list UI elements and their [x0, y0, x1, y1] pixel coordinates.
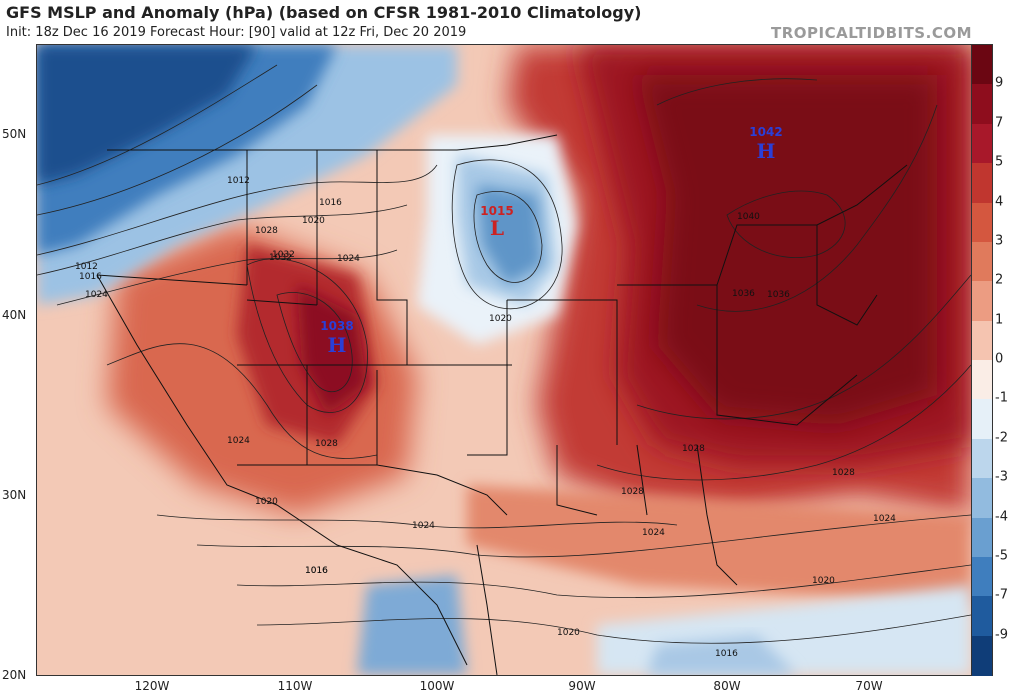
lon-label-110w: 110W	[277, 679, 313, 693]
colorbar-tick-label: -4	[995, 509, 1008, 524]
isobar-label: 1028	[621, 487, 644, 497]
lon-label-120w: 120W	[134, 679, 170, 693]
high-center-1038: 1038 H	[320, 319, 353, 357]
isobar-label: 1036	[732, 289, 755, 299]
colorbar-tick-label: -5	[995, 548, 1008, 564]
isobar-label: 1024	[337, 254, 360, 264]
low-center-1015: 1015 L	[480, 204, 513, 240]
high-center-1042: 1042 H	[749, 125, 782, 163]
isobar-label: 1012	[75, 262, 98, 272]
isobar-label: 1036	[767, 290, 790, 300]
colorbar-tick-label: 1	[995, 312, 1004, 328]
isobar-label: 1020	[302, 216, 325, 226]
anomaly-colorbar	[971, 44, 993, 676]
isobar-label: 1024	[85, 290, 108, 300]
colorbar-segment	[972, 45, 992, 85]
colorbar-tick-label: 9	[995, 75, 1004, 91]
isobar-label: 1016	[319, 198, 342, 208]
map-panel: 1015 L 1038 H 1042 H 1012 1016 1020 1024…	[36, 44, 972, 676]
lon-label-90w: 90W	[568, 679, 596, 693]
map-canvas: 1015 L 1038 H 1042 H 1012 1016 1020 1024…	[37, 45, 971, 675]
isobar-label: 1012	[227, 176, 250, 186]
isobar-label: 1024	[412, 521, 435, 531]
isobar-label: 1028	[255, 226, 278, 236]
colorbar-segment	[972, 399, 992, 440]
colorbar-segment	[972, 241, 992, 282]
colorbar-tick-label: -3	[995, 469, 1008, 485]
colorbar-tick-label: 5	[995, 154, 1004, 170]
isobar-label: 1016	[715, 649, 738, 659]
colorbar-tick-label: 7	[995, 115, 1004, 131]
political-borders	[96, 134, 908, 675]
lat-label-30n: 30N	[2, 488, 27, 502]
low-pressure-letter: L	[490, 216, 504, 240]
colorbar-tick-label: 4	[995, 194, 1004, 209]
high-pressure-letter-east: H	[757, 139, 776, 163]
lon-label-70w: 70W	[855, 679, 883, 693]
isobar-label: 1028	[682, 444, 705, 454]
isobar-label: 1020	[557, 628, 580, 638]
isobar-label: 1024	[873, 514, 896, 524]
colorbar-segment	[972, 596, 992, 637]
colorbar-tick-label: -7	[995, 587, 1008, 603]
isobar-label: 1040	[737, 212, 760, 222]
colorbar-segment	[972, 123, 992, 164]
colorbar-tick-label: 2	[995, 272, 1004, 288]
colorbar-segment	[972, 163, 992, 203]
low-pressure-value: 1015	[480, 204, 513, 218]
high-pressure-letter-west: H	[328, 333, 347, 357]
colorbar-segment	[972, 556, 992, 597]
anomaly-field	[37, 45, 971, 675]
map-title: GFS MSLP and Anomaly (hPa) (based on CFS…	[6, 3, 642, 22]
colorbar-tick-label: 3	[995, 233, 1004, 249]
isobar-label: 1016	[79, 272, 102, 282]
colorbar-segment	[972, 438, 992, 479]
isobar-label: 1032	[269, 253, 292, 263]
colorbar-tick-label: -9	[995, 627, 1008, 643]
high-pressure-value-east: 1042	[749, 125, 782, 139]
colorbar-tick-label: -1	[995, 390, 1008, 406]
isobar-label: 1020	[255, 497, 278, 507]
isobar-label: 1020	[812, 576, 835, 586]
colorbar-segment	[972, 635, 992, 676]
colorbar-segment	[972, 360, 992, 400]
colorbar-segment	[972, 281, 992, 322]
colorbar-tick-label: 0	[995, 351, 1004, 367]
isobar-label: 1016	[305, 566, 328, 576]
isobar-label: 1016	[305, 566, 328, 576]
colorbar-segment	[972, 202, 992, 243]
isobar-label: 1024	[227, 436, 250, 446]
isobar-lines	[37, 64, 971, 644]
isobar-label: 1028	[832, 468, 855, 478]
high-pressure-value-west: 1038	[320, 319, 353, 333]
lat-label-20n: 20N	[2, 668, 27, 682]
isobar-label: 1028	[315, 439, 338, 449]
lat-label-50n: 50N	[2, 127, 27, 141]
colorbar-tick-label: -2	[995, 430, 1008, 446]
lon-label-100w: 100W	[419, 679, 455, 693]
colorbar-segment	[972, 320, 992, 361]
isobar-label: 1024	[642, 528, 665, 538]
site-credit: TROPICALTIDBITS.COM	[771, 24, 972, 42]
forecast-info: Init: 18z Dec 16 2019 Forecast Hour: [90…	[6, 25, 467, 40]
isobar-label: 1020	[489, 314, 512, 324]
lat-label-40n: 40N	[2, 308, 27, 322]
isobar-value-labels: 1012 1016 1020 1024 1028 1032 1036 1040 …	[75, 176, 896, 659]
colorbar-segment	[972, 84, 992, 125]
colorbar-segment	[972, 517, 992, 558]
isobar-label: 1032	[272, 250, 295, 260]
lon-label-80w: 80W	[713, 679, 741, 693]
colorbar-segment	[972, 478, 992, 518]
